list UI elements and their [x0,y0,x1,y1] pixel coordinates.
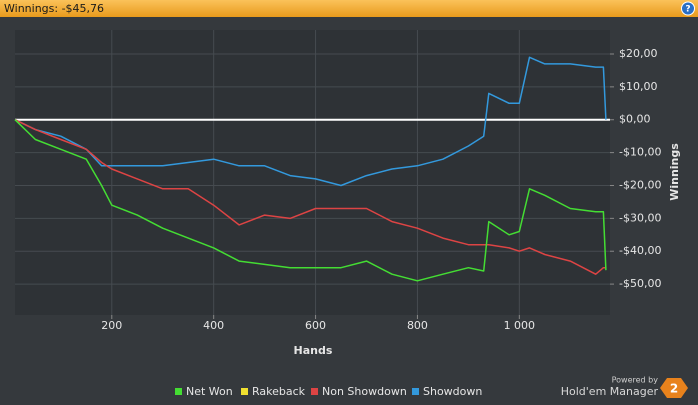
help-icon[interactable] [681,1,695,16]
product-version: 2 [670,382,678,396]
plot-area [15,30,610,315]
series-line [14,119,607,282]
y-tick-label: $10,00 [619,80,658,93]
powered-by: Powered by [612,376,659,385]
header-title: Winnings: -$45,76 [4,2,104,15]
product-name: Hold'em Manager [561,385,659,398]
product-logo [660,378,688,398]
legend-label: Non Showdown [322,385,407,398]
y-tick-label: -$10,00 [619,146,661,159]
legend-swatch [311,388,318,395]
legend-label: Net Won [186,385,233,398]
y-tick-label: -$50,00 [619,277,661,290]
legend-label: Showdown [423,385,482,398]
x-tick-label: 200 [101,319,122,332]
header-bar [0,0,698,17]
help-icon-glyph: ? [685,5,690,15]
legend-swatch [412,388,419,395]
y-tick-label: -$20,00 [619,178,661,191]
y-tick-label: $0,00 [619,113,651,126]
x-tick-label: 800 [407,319,428,332]
y-axis-label: Winnings [668,143,681,201]
y-tick-label: -$40,00 [619,244,661,257]
y-tick-label: $20,00 [619,47,658,60]
x-tick-label: 1 000 [504,319,536,332]
legend-swatch [241,388,248,395]
series-line [14,56,607,187]
x-tick-label: 600 [305,319,326,332]
legend-label: Rakeback [252,385,306,398]
series-line [14,119,606,275]
y-tick-label: -$30,00 [619,211,661,224]
legend-swatch [175,388,182,395]
x-tick-label: 400 [203,319,224,332]
x-axis-label: Hands [294,344,333,357]
